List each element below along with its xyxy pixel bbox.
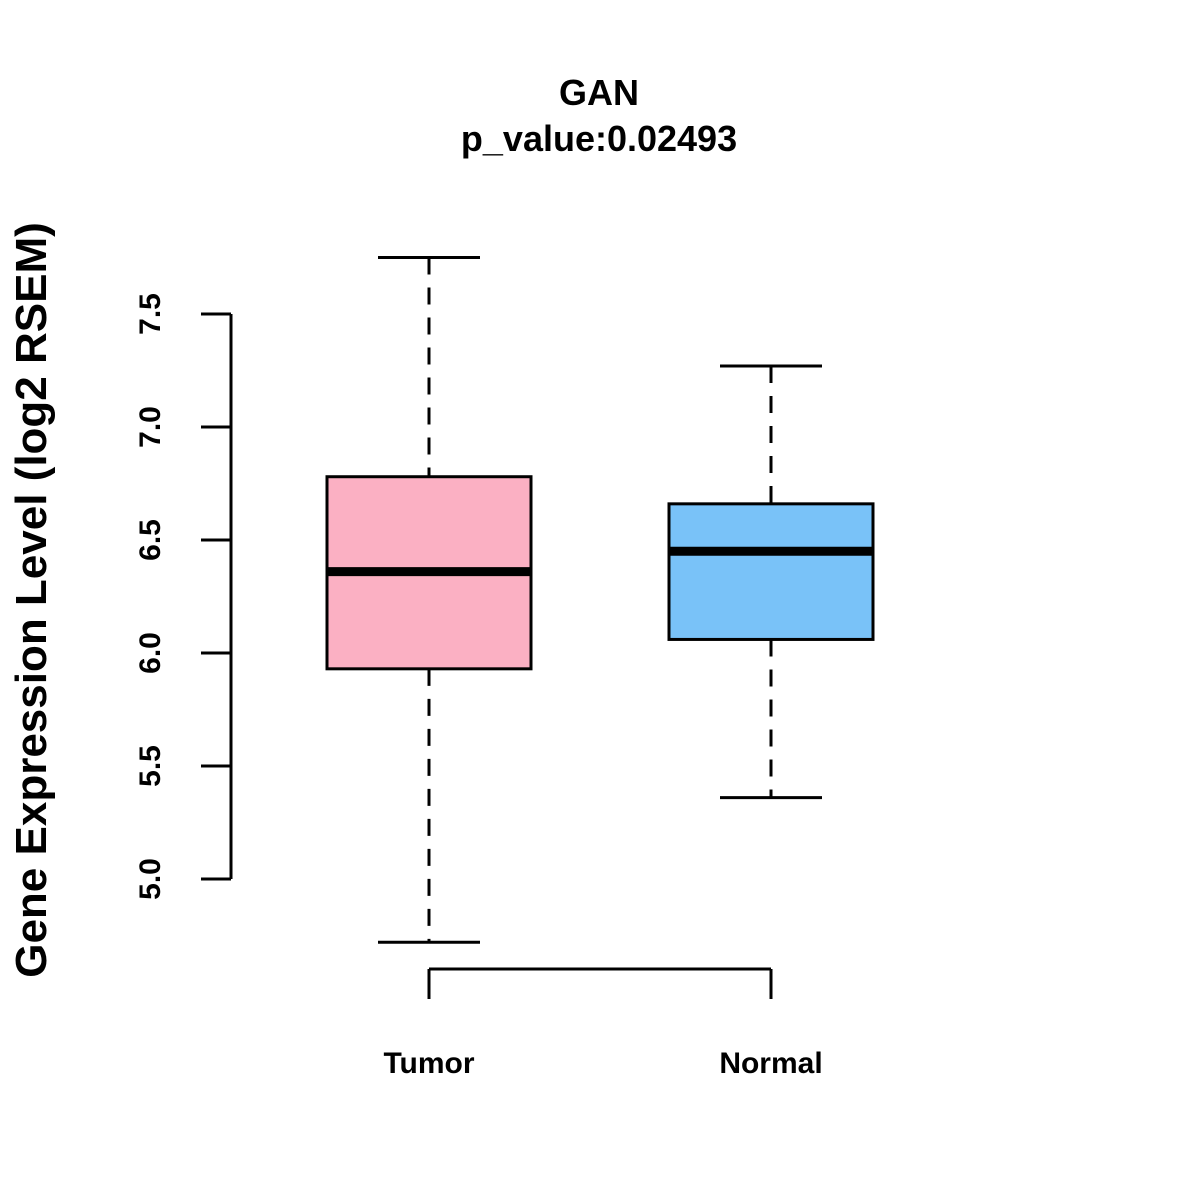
y-axis-label: Gene Expression Level (log2 RSEM): [7, 222, 56, 978]
y-tick-label: 6.5: [134, 519, 167, 561]
y-tick-label: 6.0: [134, 632, 167, 674]
y-tick-label: 5.0: [134, 858, 167, 900]
x-tick-label-tumor: Tumor: [383, 1047, 474, 1080]
y-tick-label: 5.5: [134, 745, 167, 787]
iqr-box: [667, 502, 875, 641]
y-tick-label: 7.0: [134, 406, 167, 448]
box-tumor: [325, 256, 533, 944]
box-normal: [667, 364, 875, 800]
y-tick-label: 7.5: [134, 293, 167, 335]
x-tick-label-normal: Normal: [719, 1047, 822, 1080]
x-axis: Tumor Normal: [383, 967, 823, 1080]
chart-subtitle: p_value:0.02493: [461, 118, 737, 159]
boxes-group: [325, 256, 875, 944]
chart-title: GAN: [559, 72, 639, 113]
y-axis: 5.0 5.5 6.0 6.5 7.0 7.5: [134, 293, 233, 900]
